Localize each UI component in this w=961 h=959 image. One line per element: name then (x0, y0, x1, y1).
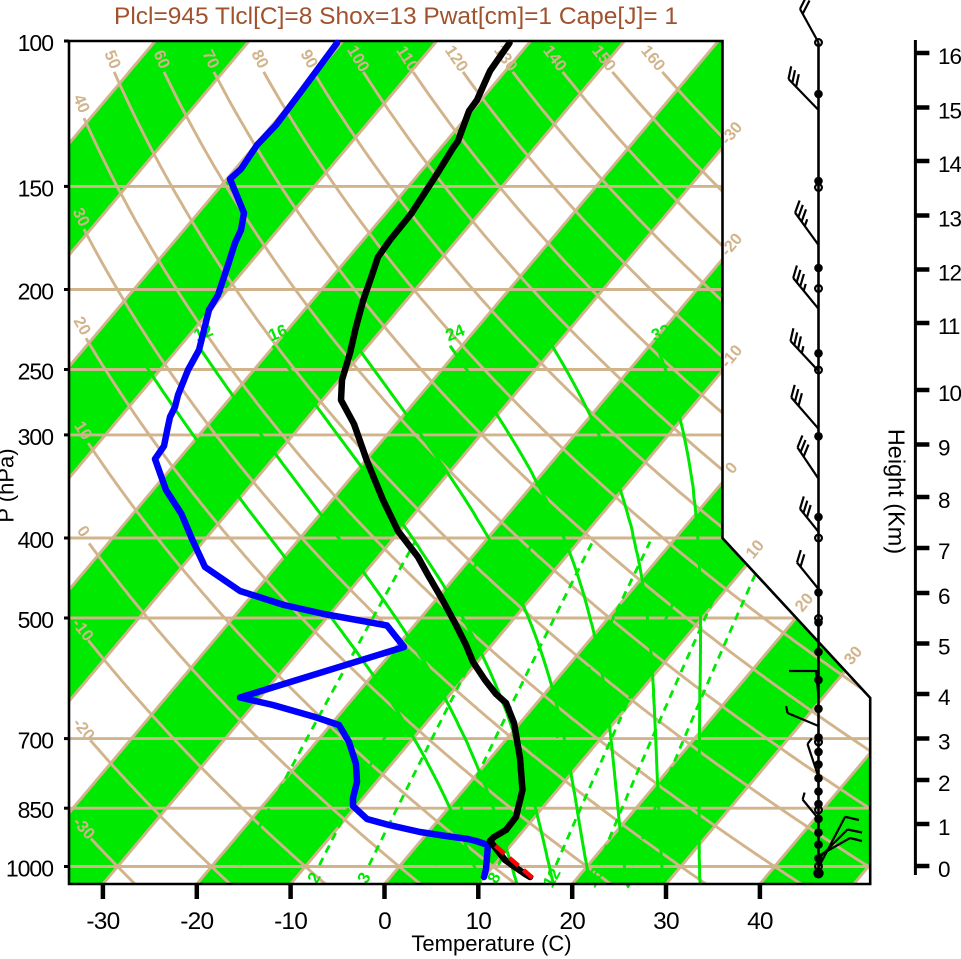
svg-text:Temperature (C): Temperature (C) (411, 931, 571, 956)
svg-text:12: 12 (938, 261, 961, 286)
svg-text:150: 150 (18, 175, 54, 201)
svg-text:5: 5 (938, 635, 950, 660)
svg-text:0: 0 (378, 908, 391, 935)
svg-text:13: 13 (938, 207, 961, 232)
svg-text:11: 11 (938, 314, 960, 339)
svg-text:60: 60 (149, 47, 173, 71)
svg-text:Height (Km): Height (Km) (884, 429, 910, 554)
svg-text:700: 700 (18, 728, 54, 754)
svg-text:200: 200 (18, 279, 54, 305)
svg-text:4: 4 (938, 685, 950, 710)
svg-text:8: 8 (938, 488, 950, 513)
svg-text:30: 30 (653, 908, 679, 935)
svg-text:400: 400 (18, 527, 54, 553)
svg-text:2: 2 (938, 771, 950, 796)
svg-text:6: 6 (938, 584, 950, 609)
svg-text:-20: -20 (180, 908, 213, 935)
svg-text:40: 40 (747, 908, 773, 935)
svg-text:9: 9 (938, 436, 950, 461)
svg-text:15: 15 (938, 99, 961, 124)
svg-text:10: 10 (465, 908, 491, 935)
svg-text:20: 20 (559, 908, 585, 935)
svg-text:0: 0 (938, 857, 950, 882)
svg-text:100: 100 (18, 30, 54, 56)
svg-text:-10: -10 (274, 908, 307, 935)
svg-text:3: 3 (938, 730, 950, 755)
svg-text:7: 7 (938, 539, 950, 564)
svg-text:P (hPa): P (hPa) (0, 448, 19, 522)
svg-text:40: 40 (69, 92, 93, 116)
svg-text:1: 1 (938, 815, 950, 840)
svg-text:Plcl=945 Tlcl[C]=8 Shox=13 Pwa: Plcl=945 Tlcl[C]=8 Shox=13 Pwat[cm]=1 Ca… (114, 3, 678, 30)
svg-text:300: 300 (18, 424, 54, 450)
svg-text:50: 50 (100, 48, 124, 72)
svg-text:16: 16 (938, 44, 961, 69)
svg-text:500: 500 (18, 607, 54, 633)
svg-text:-30: -30 (86, 908, 119, 935)
svg-text:1000: 1000 (6, 856, 53, 882)
svg-text:14: 14 (938, 152, 961, 177)
svg-text:250: 250 (18, 359, 54, 385)
svg-text:850: 850 (18, 797, 54, 823)
svg-text:10: 10 (938, 381, 961, 406)
